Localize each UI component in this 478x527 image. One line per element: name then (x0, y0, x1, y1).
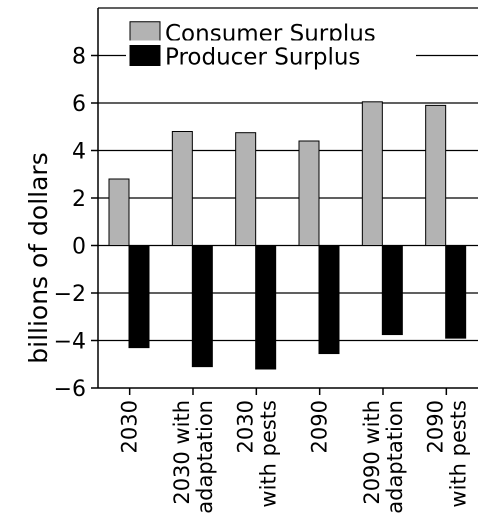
x-tick-label-line: 2030 (233, 400, 257, 453)
bar-producer-surplus (191, 245, 213, 368)
y-tick-label: −4 (54, 330, 86, 355)
x-tick-label-line: with pests (446, 400, 470, 508)
bar-producer-surplus (381, 245, 403, 336)
x-tick-label-line: 2090 (308, 400, 332, 453)
bar-consumer-surplus (171, 131, 193, 246)
bars (108, 101, 467, 370)
y-tick-label: 0 (72, 235, 86, 260)
y-tick-label: −6 (54, 377, 86, 402)
y-tick-label: 6 (72, 92, 86, 117)
x-tick-label-line: adaptation (193, 400, 217, 514)
legend-label-producer: Producer Surplus (165, 45, 360, 71)
x-tick-label: 2090with pests (423, 400, 470, 508)
y-tick-label: 8 (72, 45, 86, 70)
bar-producer-surplus (255, 245, 277, 370)
legend-swatch-consumer (129, 21, 161, 43)
bar-consumer-surplus (235, 132, 257, 246)
x-tick-label: 2030 (118, 400, 142, 453)
x-tick-label: 2090 (308, 400, 332, 453)
y-tick-label: 2 (72, 187, 86, 212)
x-tick-label-line: 2090 (423, 400, 447, 453)
x-tick-label: 2030with pests (233, 400, 280, 508)
bar-producer-surplus (128, 245, 150, 349)
x-tick-label-line: adaptation (383, 400, 407, 514)
y-axis-label: billions of dollars (24, 152, 53, 364)
bar-producer-surplus (445, 245, 467, 339)
x-tick-label-line: 2030 with (170, 400, 194, 505)
bar-consumer-surplus (425, 104, 447, 246)
y-tick-label: −2 (54, 282, 86, 307)
bar-consumer-surplus (298, 140, 320, 246)
legend-swatch-producer (129, 45, 161, 66)
axes (91, 8, 478, 395)
y-tick-labels: −6 −4 −2 0 2 4 6 8 (54, 45, 86, 403)
x-tick-labels: 2030 2030 withadaptation 2030with pests 209… (118, 400, 471, 514)
x-tick-label-line: 2030 (118, 400, 142, 453)
legend-background-producer (126, 40, 416, 71)
bar-producer-surplus (318, 245, 340, 355)
bar-consumer-surplus (361, 101, 383, 246)
y-tick-label: 4 (72, 140, 86, 165)
x-tick-label-line: 2090 with (360, 400, 384, 505)
x-tick-label: 2090 withadaptation (360, 400, 407, 514)
bar-consumer-surplus (108, 178, 130, 246)
x-tick-label-line: with pests (256, 400, 280, 508)
x-tick-label: 2030 withadaptation (170, 400, 217, 514)
